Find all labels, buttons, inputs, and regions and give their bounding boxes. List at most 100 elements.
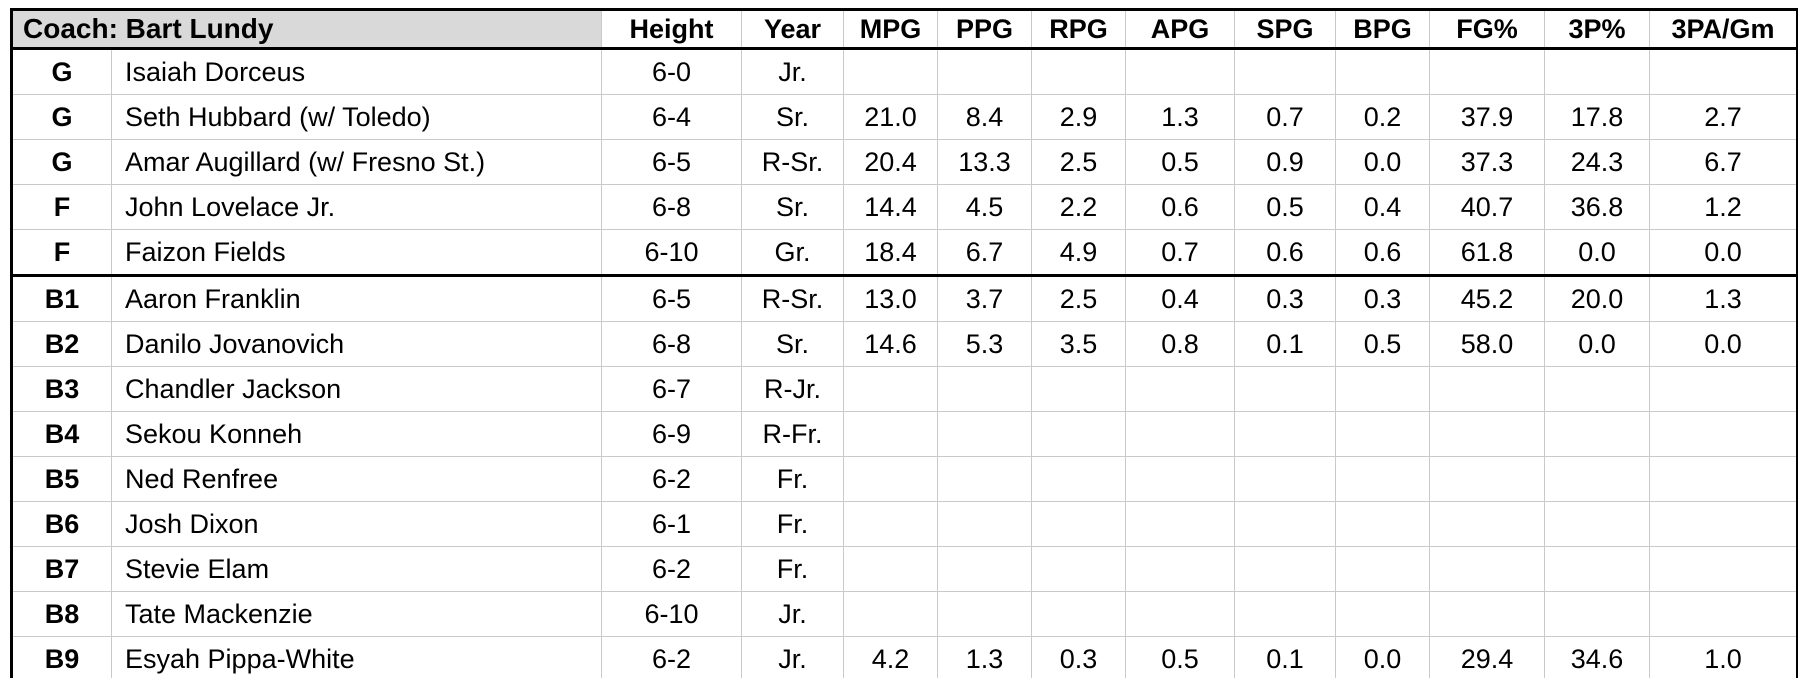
coach-header-cell[interactable]: Coach: Bart Lundy [11, 9, 602, 50]
rpg-cell[interactable] [1031, 411, 1126, 457]
column-header-bpg[interactable]: BPG [1335, 9, 1430, 50]
spg-cell[interactable] [1234, 456, 1336, 502]
position-cell[interactable]: B2 [11, 321, 112, 367]
year-cell[interactable]: Jr. [741, 48, 844, 95]
rpg-cell[interactable]: 0.3 [1031, 636, 1126, 678]
rpg-cell[interactable]: 2.9 [1031, 94, 1126, 140]
three-pa-per-game-cell[interactable] [1649, 501, 1798, 547]
spg-cell[interactable] [1234, 501, 1336, 547]
apg-cell[interactable]: 0.5 [1125, 636, 1235, 678]
fg-pct-cell[interactable]: 37.9 [1429, 94, 1545, 140]
mpg-cell[interactable] [843, 591, 938, 637]
rpg-cell[interactable]: 3.5 [1031, 321, 1126, 367]
fg-pct-cell[interactable]: 40.7 [1429, 184, 1545, 230]
player-name-cell[interactable]: Chandler Jackson [111, 366, 602, 412]
mpg-cell[interactable] [843, 411, 938, 457]
year-cell[interactable]: Sr. [741, 94, 844, 140]
ppg-cell[interactable]: 4.5 [937, 184, 1032, 230]
player-name-cell[interactable]: Ned Renfree [111, 456, 602, 502]
spg-cell[interactable]: 0.1 [1234, 636, 1336, 678]
three-pa-per-game-cell[interactable] [1649, 366, 1798, 412]
three-pct-cell[interactable]: 0.0 [1544, 229, 1650, 277]
ppg-cell[interactable] [937, 591, 1032, 637]
column-header-3pa-gm[interactable]: 3PA/Gm [1649, 9, 1798, 50]
fg-pct-cell[interactable]: 45.2 [1429, 275, 1545, 322]
three-pa-per-game-cell[interactable]: 0.0 [1649, 321, 1798, 367]
spg-cell[interactable] [1234, 591, 1336, 637]
mpg-cell[interactable] [843, 48, 938, 95]
rpg-cell[interactable] [1031, 456, 1126, 502]
apg-cell[interactable]: 0.5 [1125, 139, 1235, 185]
bpg-cell[interactable]: 0.3 [1335, 275, 1430, 322]
rpg-cell[interactable] [1031, 48, 1126, 95]
mpg-cell[interactable] [843, 546, 938, 592]
three-pa-per-game-cell[interactable] [1649, 411, 1798, 457]
bpg-cell[interactable] [1335, 48, 1430, 95]
bpg-cell[interactable] [1335, 501, 1430, 547]
ppg-cell[interactable]: 3.7 [937, 275, 1032, 322]
fg-pct-cell[interactable]: 58.0 [1429, 321, 1545, 367]
spg-cell[interactable] [1234, 546, 1336, 592]
spg-cell[interactable] [1234, 366, 1336, 412]
three-pct-cell[interactable]: 0.0 [1544, 321, 1650, 367]
player-name-cell[interactable]: Danilo Jovanovich [111, 321, 602, 367]
year-cell[interactable]: R-Sr. [741, 139, 844, 185]
player-name-cell[interactable]: Josh Dixon [111, 501, 602, 547]
apg-cell[interactable] [1125, 456, 1235, 502]
rpg-cell[interactable] [1031, 366, 1126, 412]
spg-cell[interactable] [1234, 48, 1336, 95]
apg-cell[interactable]: 0.4 [1125, 275, 1235, 322]
player-name-cell[interactable]: Seth Hubbard (w/ Toledo) [111, 94, 602, 140]
three-pa-per-game-cell[interactable] [1649, 546, 1798, 592]
height-cell[interactable]: 6-8 [601, 321, 742, 367]
bpg-cell[interactable] [1335, 591, 1430, 637]
position-cell[interactable]: G [11, 94, 112, 140]
three-pa-per-game-cell[interactable] [1649, 456, 1798, 502]
apg-cell[interactable] [1125, 411, 1235, 457]
three-pa-per-game-cell[interactable] [1649, 591, 1798, 637]
position-cell[interactable]: B1 [11, 275, 112, 322]
column-header-fg-[interactable]: FG% [1429, 9, 1545, 50]
player-name-cell[interactable]: Sekou Konneh [111, 411, 602, 457]
mpg-cell[interactable]: 14.6 [843, 321, 938, 367]
column-header-height[interactable]: Height [601, 9, 742, 50]
spg-cell[interactable] [1234, 411, 1336, 457]
height-cell[interactable]: 6-2 [601, 456, 742, 502]
position-cell[interactable]: F [11, 229, 112, 277]
player-name-cell[interactable]: Tate Mackenzie [111, 591, 602, 637]
fg-pct-cell[interactable]: 29.4 [1429, 636, 1545, 678]
height-cell[interactable]: 6-7 [601, 366, 742, 412]
bpg-cell[interactable] [1335, 366, 1430, 412]
year-cell[interactable]: R-Fr. [741, 411, 844, 457]
ppg-cell[interactable] [937, 366, 1032, 412]
column-header-rpg[interactable]: RPG [1031, 9, 1126, 50]
year-cell[interactable]: Fr. [741, 501, 844, 547]
mpg-cell[interactable]: 18.4 [843, 229, 938, 277]
three-pa-per-game-cell[interactable]: 6.7 [1649, 139, 1798, 185]
height-cell[interactable]: 6-2 [601, 546, 742, 592]
spg-cell[interactable]: 0.5 [1234, 184, 1336, 230]
rpg-cell[interactable] [1031, 546, 1126, 592]
fg-pct-cell[interactable] [1429, 48, 1545, 95]
year-cell[interactable]: Jr. [741, 636, 844, 678]
column-header-spg[interactable]: SPG [1234, 9, 1336, 50]
apg-cell[interactable]: 0.7 [1125, 229, 1235, 277]
position-cell[interactable]: G [11, 139, 112, 185]
spg-cell[interactable]: 0.7 [1234, 94, 1336, 140]
rpg-cell[interactable] [1031, 501, 1126, 547]
height-cell[interactable]: 6-9 [601, 411, 742, 457]
three-pct-cell[interactable] [1544, 546, 1650, 592]
height-cell[interactable]: 6-8 [601, 184, 742, 230]
rpg-cell[interactable]: 2.5 [1031, 139, 1126, 185]
position-cell[interactable]: B6 [11, 501, 112, 547]
column-header-year[interactable]: Year [741, 9, 844, 50]
ppg-cell[interactable]: 13.3 [937, 139, 1032, 185]
rpg-cell[interactable] [1031, 591, 1126, 637]
mpg-cell[interactable]: 14.4 [843, 184, 938, 230]
ppg-cell[interactable] [937, 48, 1032, 95]
fg-pct-cell[interactable] [1429, 546, 1545, 592]
column-header-3p-[interactable]: 3P% [1544, 9, 1650, 50]
height-cell[interactable]: 6-4 [601, 94, 742, 140]
apg-cell[interactable] [1125, 501, 1235, 547]
rpg-cell[interactable]: 2.2 [1031, 184, 1126, 230]
